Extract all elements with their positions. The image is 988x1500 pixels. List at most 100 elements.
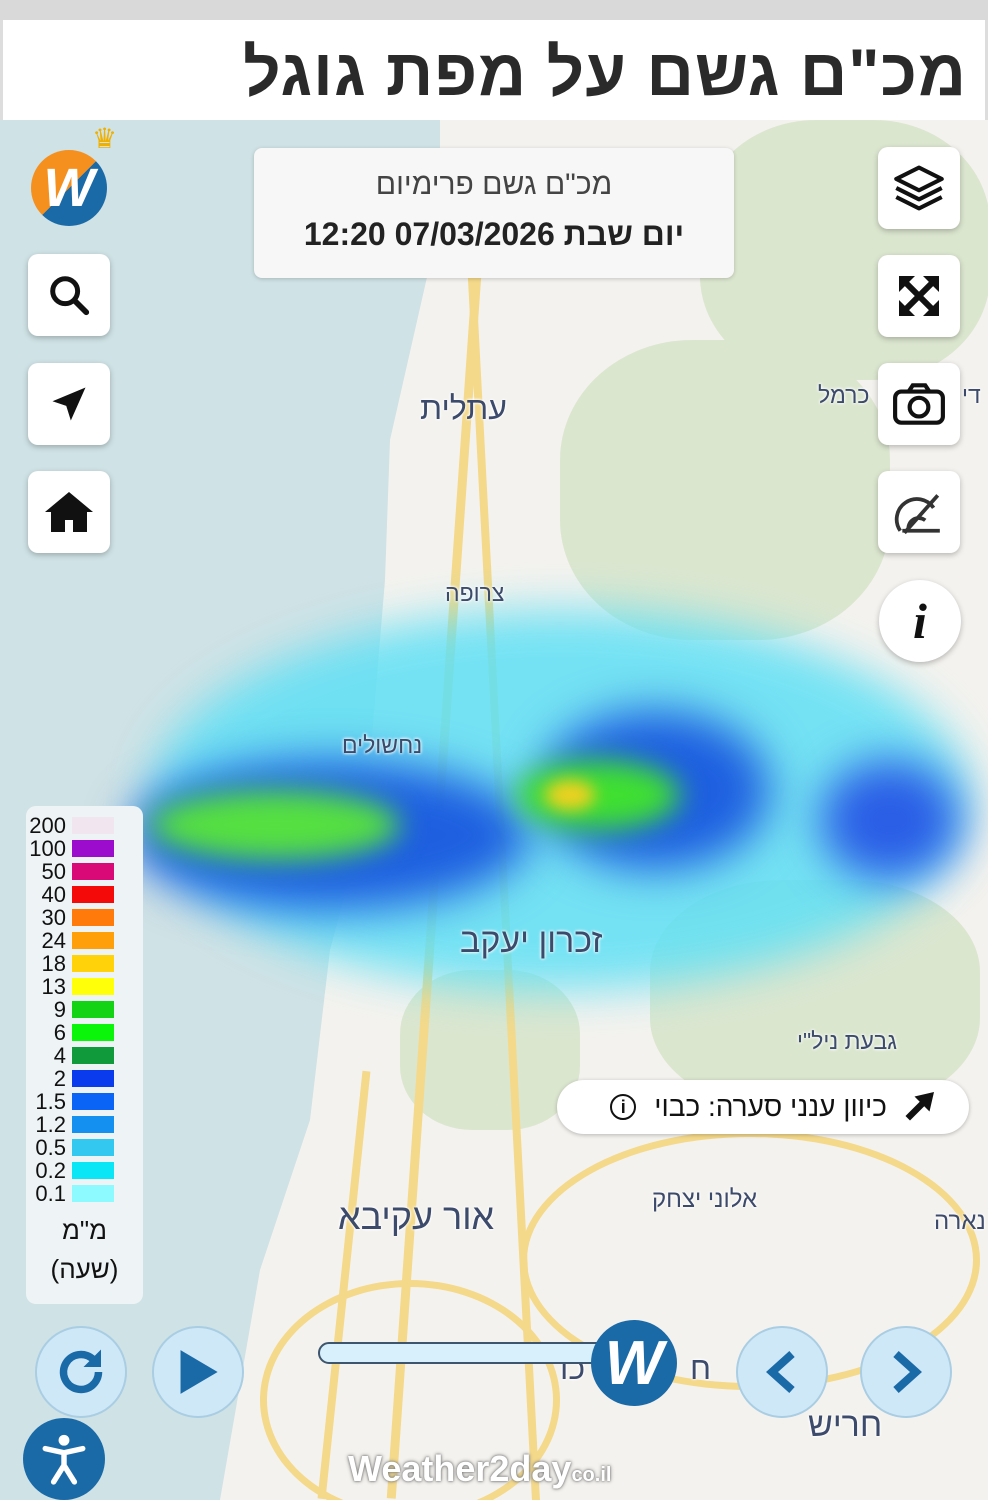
legend-value: 40 [41, 881, 66, 907]
map-label-carmel: כרמל [818, 382, 870, 408]
weather2day-logo[interactable]: W [31, 150, 107, 226]
legend-color-swatch [72, 1047, 114, 1064]
legend-item: 0.5 [26, 1136, 143, 1159]
legend-color-swatch [72, 886, 114, 903]
camera-icon [893, 383, 945, 425]
expand-icon [899, 276, 939, 316]
radar-echo [820, 760, 960, 880]
legend-color-swatch [72, 932, 114, 949]
legend-value: 24 [41, 927, 66, 953]
map-label-aloney-yitzhak: אלוני יצחק [652, 1186, 758, 1213]
legend-item: 2 [26, 1067, 143, 1090]
brand-name: Weather2day [348, 1448, 572, 1489]
legend-item: 24 [26, 929, 143, 952]
legend-color-swatch [72, 817, 114, 834]
chevron-right-icon [893, 1351, 922, 1393]
refresh-icon [59, 1349, 103, 1394]
map-label-or-akiva: אור עקיבא [338, 1196, 495, 1237]
legend-color-swatch [72, 1001, 114, 1018]
map-label-tsrufa: צרופה [445, 580, 505, 606]
accessibility-icon [42, 1434, 86, 1485]
legend-value: 2 [53, 1065, 66, 1091]
legend-color-swatch [72, 955, 114, 972]
legend-item: 1.5 [26, 1090, 143, 1113]
arrow-up-right-icon [905, 1092, 934, 1121]
legend-item: 0.1 [26, 1182, 143, 1205]
status-bar [0, 0, 988, 20]
legend-period: (שעה) [50, 1254, 119, 1284]
storm-direction-label: כיוון ענני סערה: כבוי [654, 1091, 887, 1122]
play-button[interactable] [152, 1326, 244, 1418]
legend-color-swatch [72, 1185, 114, 1202]
legend-color-swatch [72, 1139, 114, 1156]
brand-watermark: Weather2dayco.il [348, 1448, 611, 1490]
info-icon: i [913, 593, 927, 649]
legend-color-swatch [72, 978, 114, 995]
search-button[interactable] [28, 254, 110, 336]
map[interactable]: עתלית צרופה נחשולים זכרון יעקב גבעת ניל"… [0, 120, 988, 1500]
legend-item: 200 [26, 814, 143, 837]
legend-color-swatch [72, 1116, 114, 1133]
radar-off-icon [894, 494, 940, 535]
legend-value: 1.5 [35, 1088, 66, 1114]
legend-color-swatch [72, 863, 114, 880]
legend-item: 4 [26, 1044, 143, 1067]
info-circle-icon[interactable]: i [610, 1094, 637, 1120]
legend-item: 50 [26, 860, 143, 883]
accessibility-button[interactable] [23, 1418, 105, 1500]
legend-item: 13 [26, 975, 143, 998]
legend-item: 18 [26, 952, 143, 975]
next-frame-button[interactable] [860, 1326, 952, 1418]
search-icon [50, 276, 90, 316]
map-label-partial: ח [690, 1350, 712, 1386]
map-label-harish: חריש [808, 1406, 883, 1444]
map-label-nahsholim: נחשולים [342, 732, 423, 758]
legend-item: 30 [26, 906, 143, 929]
legend-color-swatch [72, 840, 114, 857]
info-button[interactable]: i [879, 580, 961, 662]
legend-color-swatch [72, 1024, 114, 1041]
previous-frame-button[interactable] [736, 1326, 828, 1418]
map-label-partial: די [962, 382, 981, 408]
legend-value: 100 [29, 835, 66, 861]
map-road [260, 1280, 560, 1500]
legend-item: 0.2 [26, 1159, 143, 1182]
layers-icon [894, 165, 944, 211]
legend-value: 0.2 [35, 1157, 66, 1183]
home-button[interactable] [28, 471, 110, 553]
hide-radar-button[interactable] [878, 471, 960, 553]
legend-value: 4 [53, 1042, 66, 1068]
map-label-givat-nili: גבעת ניל"י [797, 1028, 897, 1054]
brand-suffix: co.il [571, 1464, 612, 1486]
storm-direction-toggle[interactable]: כיוון ענני סערה: כבוי i [557, 1080, 969, 1134]
radar-datetime: יום שבת 07/03/2026 12:20 [303, 216, 685, 252]
legend-color-swatch [72, 909, 114, 926]
screenshot-button[interactable] [878, 363, 960, 445]
locate-button[interactable] [28, 363, 110, 445]
legend-value: 9 [53, 996, 66, 1022]
legend-value: 0.5 [35, 1134, 66, 1160]
legend-unit: מ"מ [62, 1215, 107, 1245]
legend-item: 1.2 [26, 1113, 143, 1136]
layers-button[interactable] [878, 147, 960, 229]
legend-value: 18 [41, 950, 66, 976]
legend-item: 40 [26, 883, 143, 906]
timeline-slider[interactable] [318, 1342, 638, 1364]
radar-echo [545, 780, 595, 810]
map-label-atlit: עתלית [420, 390, 507, 426]
page-title: מכ"ם גשם על מפת גוגל [243, 35, 967, 109]
refresh-button[interactable] [35, 1326, 127, 1418]
fullscreen-button[interactable] [878, 255, 960, 337]
crown-icon: ♛ [92, 123, 118, 154]
map-park [560, 340, 890, 640]
legend-value: 200 [29, 812, 66, 838]
navigation-arrow-icon [52, 387, 86, 421]
map-label-zichron: זכרון יעקב [460, 922, 603, 960]
legend-color-swatch [72, 1162, 114, 1179]
legend-item: 6 [26, 1021, 143, 1044]
page-header: מכ"ם גשם על מפת גוגל [0, 20, 988, 120]
legend-item: 9 [26, 998, 143, 1021]
legend-value: 1.2 [35, 1111, 66, 1137]
radar-echo [150, 790, 400, 860]
timeline-slider-handle[interactable]: W [591, 1320, 677, 1406]
